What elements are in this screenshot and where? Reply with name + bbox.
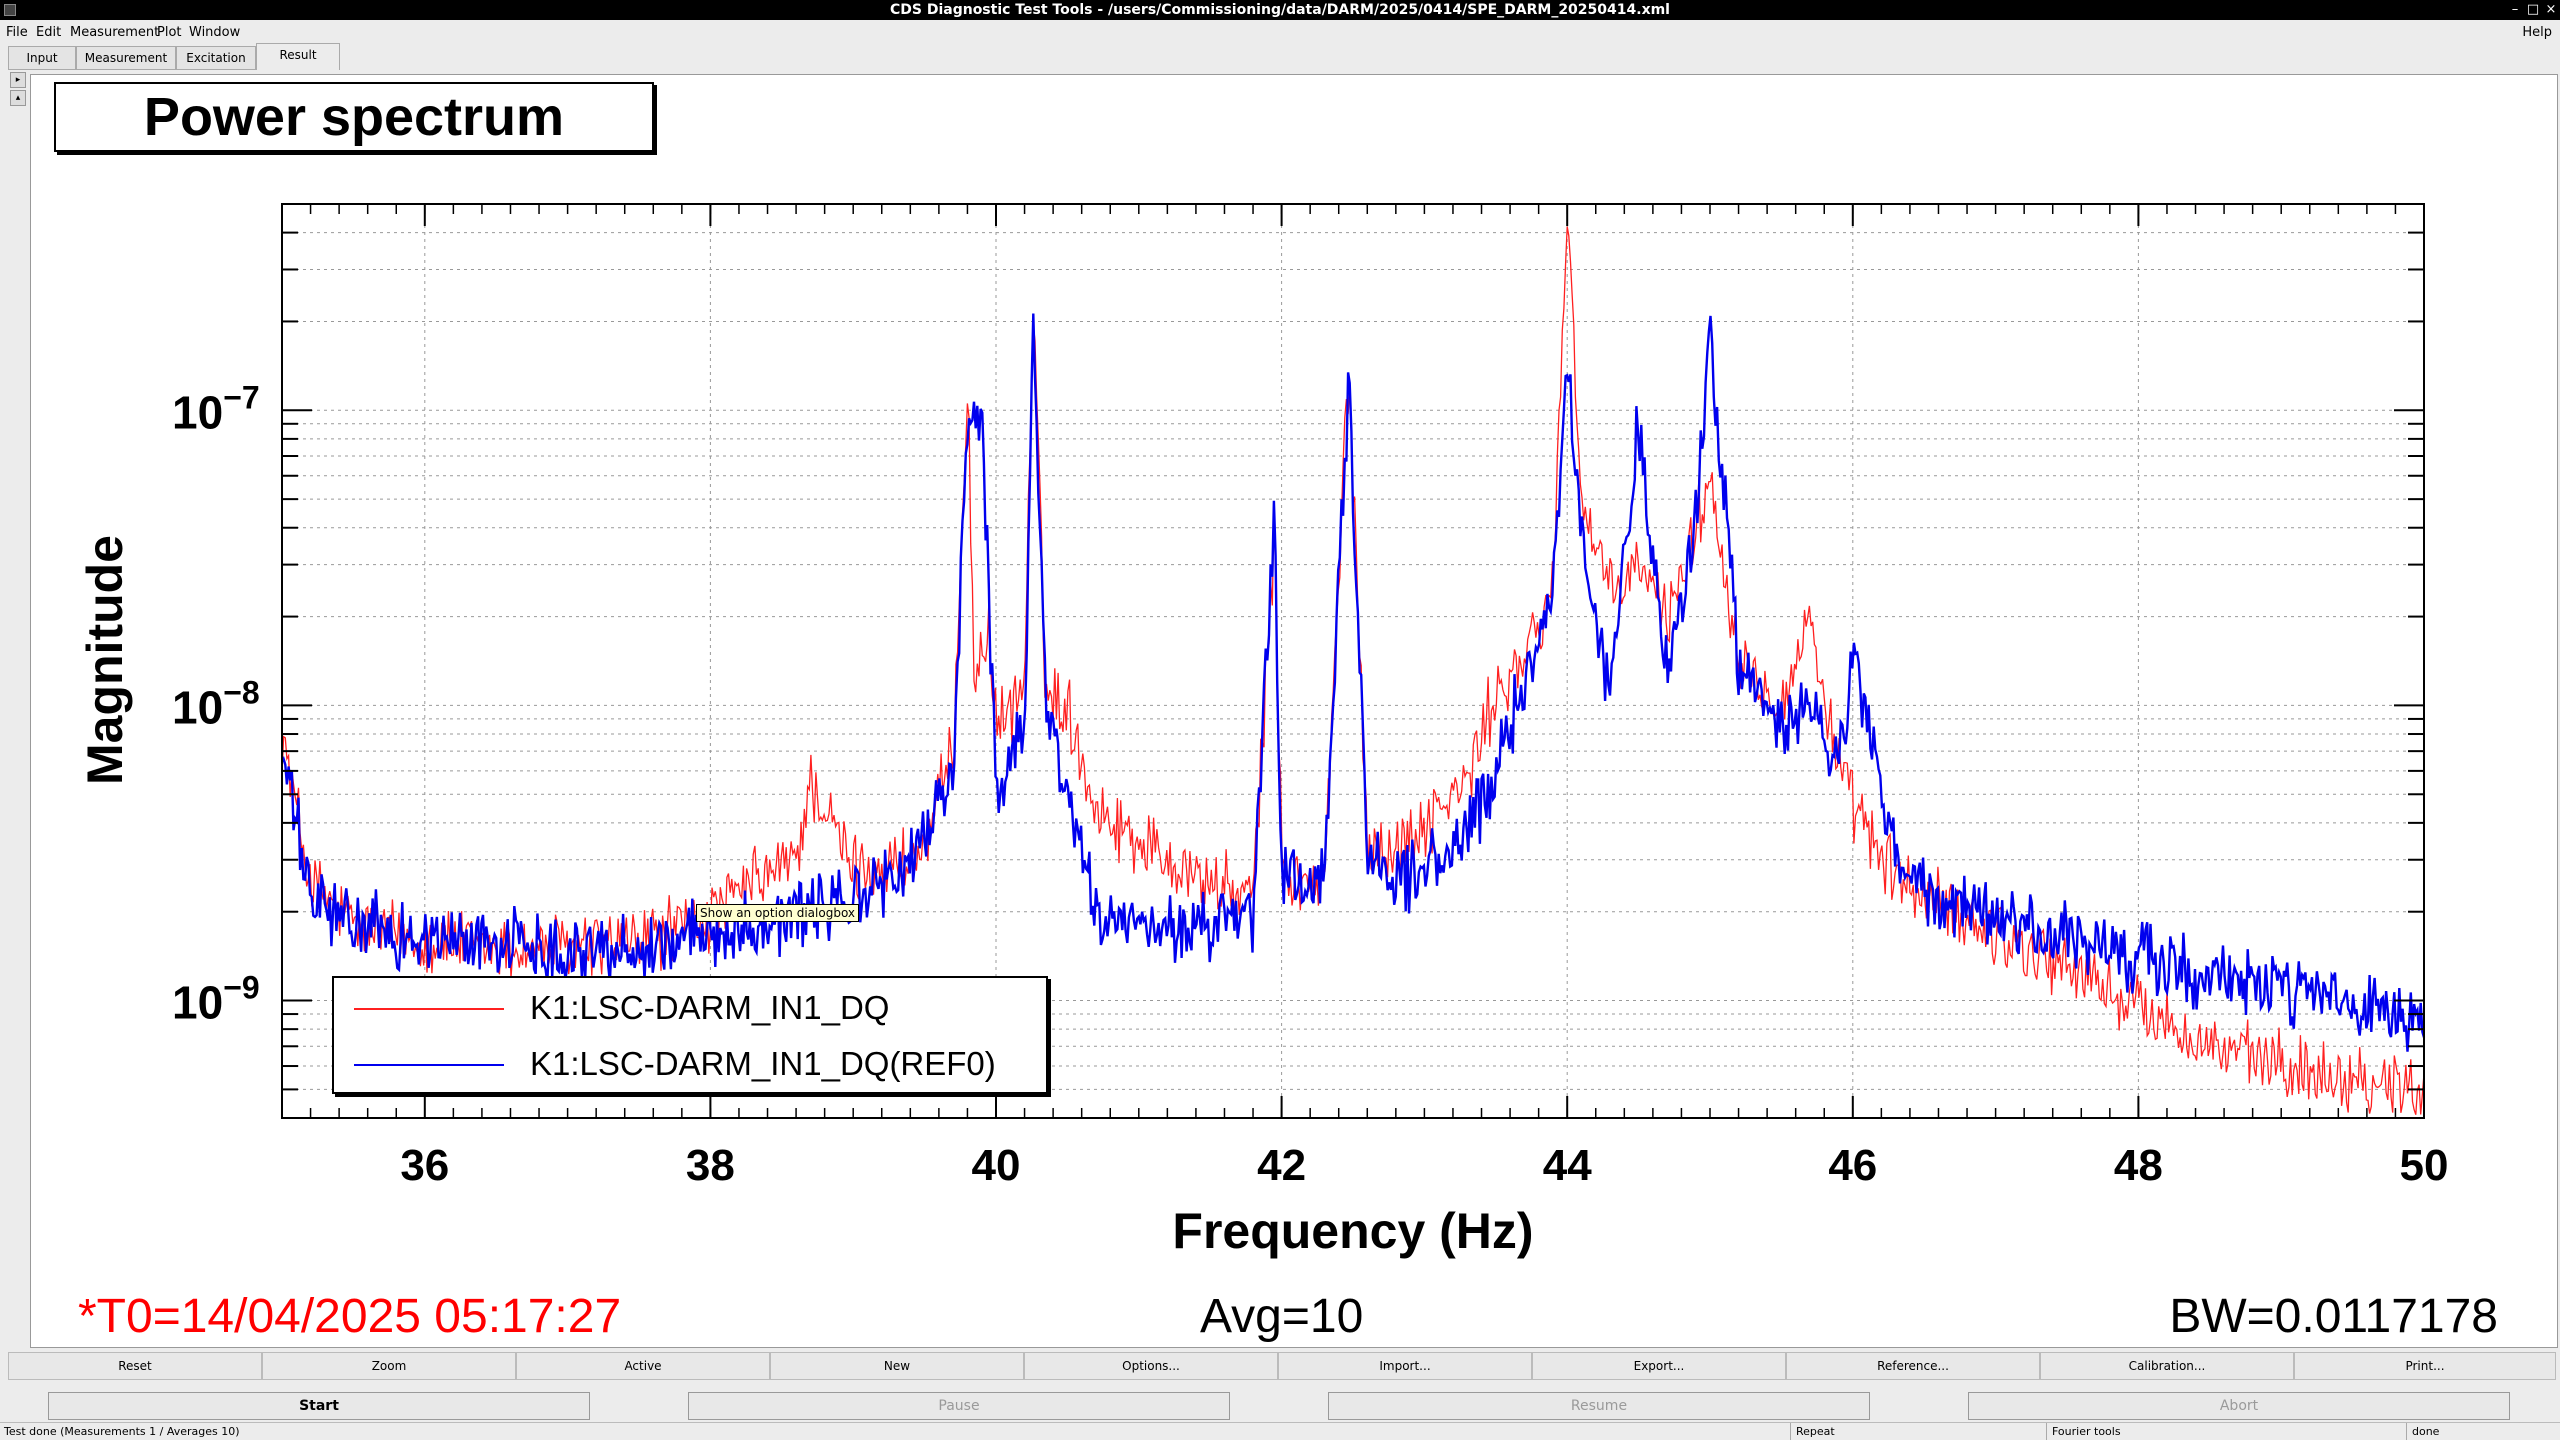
menu-measurement[interactable]: Measurement — [70, 25, 160, 40]
bandwidth-readout: BW=0.0117178 — [2169, 1290, 2498, 1343]
series-layer — [280, 226, 2426, 1115]
legend-swatch — [354, 1008, 504, 1010]
y-tick-label: 10−8 — [172, 674, 260, 733]
menu-help[interactable]: Help — [2522, 25, 2552, 40]
status-state: done — [2412, 1425, 2440, 1438]
x-tick-label: 48 — [2114, 1141, 2163, 1190]
menu-bar: File Edit Measurement Plot Window Help — [0, 20, 2560, 44]
zoom-button[interactable]: Zoom — [262, 1352, 516, 1380]
ticks — [281, 203, 2425, 1119]
legend-entry: K1:LSC-DARM_IN1_DQ — [354, 988, 1034, 1028]
average-count: Avg=10 — [1200, 1290, 1364, 1343]
status-message: Test done (Measurements 1 / Averages 10) — [4, 1425, 240, 1438]
y-tick-label: 10−7 — [172, 379, 260, 438]
x-tick-label: 36 — [400, 1141, 449, 1190]
status-divider — [2406, 1423, 2407, 1440]
abort-button[interactable]: Abort — [1968, 1392, 2510, 1420]
y-axis-label: Magnitude — [77, 535, 133, 785]
print-button[interactable]: Print... — [2294, 1352, 2556, 1380]
new-button[interactable]: New — [770, 1352, 1024, 1380]
legend[interactable]: K1:LSC-DARM_IN1_DQ K1:LSC-DARM_IN1_DQ(RE… — [332, 976, 1048, 1094]
series-line — [280, 313, 2426, 1052]
status-divider — [1790, 1423, 1791, 1440]
resume-button[interactable]: Resume — [1328, 1392, 1870, 1420]
export-button[interactable]: Export... — [1532, 1352, 1786, 1380]
t0-timestamp: *T0=14/04/2025 05:17:27 — [78, 1290, 622, 1343]
x-tick-label: 42 — [1257, 1141, 1306, 1190]
legend-label: K1:LSC-DARM_IN1_DQ(REF0) — [530, 1045, 996, 1082]
start-button[interactable]: Start — [48, 1392, 590, 1420]
tab-input[interactable]: Input — [8, 46, 76, 70]
x-axis-label: Frequency (Hz) — [1172, 1203, 1533, 1259]
x-tick-label: 38 — [686, 1141, 735, 1190]
tick-labels: 36 38 40 42 44 46 48 50 10−9 10−8 10−7 — [172, 379, 2448, 1190]
power-spectrum-chart[interactable]: 36 38 40 42 44 46 48 50 10−9 10−8 10−7 Frequency (… — [0, 0, 2560, 1350]
y-tick-label: 10−9 — [172, 970, 260, 1029]
status-repeat: Repeat — [1796, 1425, 1835, 1438]
x-tick-label: 44 — [1543, 1141, 1592, 1190]
window-title: CDS Diagnostic Test Tools - /users/Commi… — [889, 2, 1670, 18]
minimize-icon[interactable]: – — [2511, 2, 2519, 17]
scroll-up-icon[interactable]: ▴ — [10, 90, 26, 106]
x-tick-label: 50 — [2400, 1141, 2449, 1190]
status-tools: Fourier tools — [2052, 1425, 2121, 1438]
legend-swatch — [354, 1064, 504, 1066]
tooltip: Show an option dialogbox — [696, 904, 860, 922]
import-button[interactable]: Import... — [1278, 1352, 1532, 1380]
menu-file[interactable]: File — [6, 25, 28, 40]
tab-result[interactable]: Result — [256, 43, 340, 70]
status-bar: Test done (Measurements 1 / Averages 10)… — [0, 1422, 2560, 1440]
plot-toolbar: Reset Zoom Active New Options... Import.… — [8, 1352, 2556, 1380]
scroll-right-icon[interactable]: ▸ — [10, 72, 26, 88]
x-tick-label: 40 — [972, 1141, 1021, 1190]
pause-button[interactable]: Pause — [688, 1392, 1230, 1420]
reference-button[interactable]: Reference... — [1786, 1352, 2040, 1380]
plot-canvas[interactable] — [30, 74, 2558, 1348]
menu-edit[interactable]: Edit — [36, 25, 62, 40]
maximize-icon[interactable]: □ — [2526, 2, 2540, 17]
tab-excitation[interactable]: Excitation — [176, 46, 256, 70]
window-menu-icon[interactable] — [4, 4, 16, 16]
measurement-controls: Start Pause Resume Abort — [0, 1392, 2560, 1420]
menu-plot[interactable]: Plot — [157, 25, 182, 40]
tab-measurement[interactable]: Measurement — [76, 46, 176, 70]
legend-label: K1:LSC-DARM_IN1_DQ — [530, 989, 890, 1026]
menu-window[interactable]: Window — [189, 25, 241, 40]
options-button[interactable]: Options... — [1024, 1352, 1278, 1380]
x-tick-label: 46 — [1828, 1141, 1877, 1190]
status-divider — [2046, 1423, 2047, 1440]
legend-entry: K1:LSC-DARM_IN1_DQ(REF0) — [354, 1044, 1034, 1084]
tab-scroll-controls: ▸ ▴ — [10, 72, 26, 108]
title-bar: CDS Diagnostic Test Tools - /users/Commi… — [0, 0, 2560, 20]
active-button[interactable]: Active — [516, 1352, 770, 1380]
plot-frame — [281, 203, 2425, 1119]
close-icon[interactable]: × — [2545, 2, 2557, 17]
calibration-button[interactable]: Calibration... — [2040, 1352, 2294, 1380]
plot-title[interactable]: Power spectrum — [54, 82, 654, 152]
reset-button[interactable]: Reset — [8, 1352, 262, 1380]
